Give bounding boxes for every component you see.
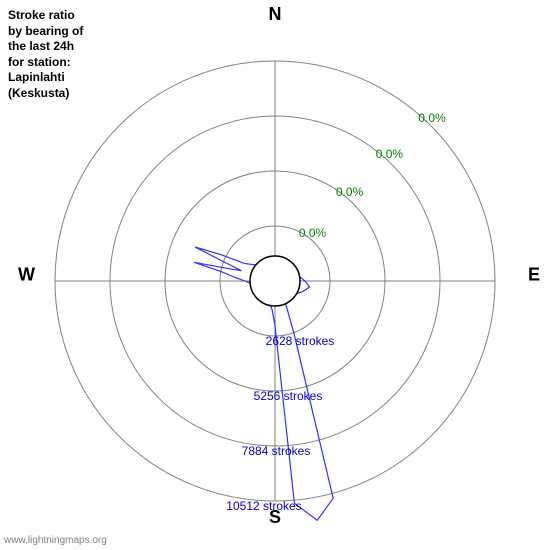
ring-label-1: 5256 strokes — [254, 389, 323, 403]
pct-label-3: 0.0% — [418, 111, 445, 125]
ring-label-2: 7884 strokes — [242, 444, 311, 458]
ring-label-0: 2628 strokes — [266, 334, 335, 348]
pct-label-0: 0.0% — [299, 226, 326, 240]
pct-label-1: 0.0% — [336, 185, 363, 199]
polar-chart — [0, 0, 550, 550]
pct-label-2: 0.0% — [376, 147, 403, 161]
ring-label-3: 10512 strokes — [226, 499, 301, 513]
